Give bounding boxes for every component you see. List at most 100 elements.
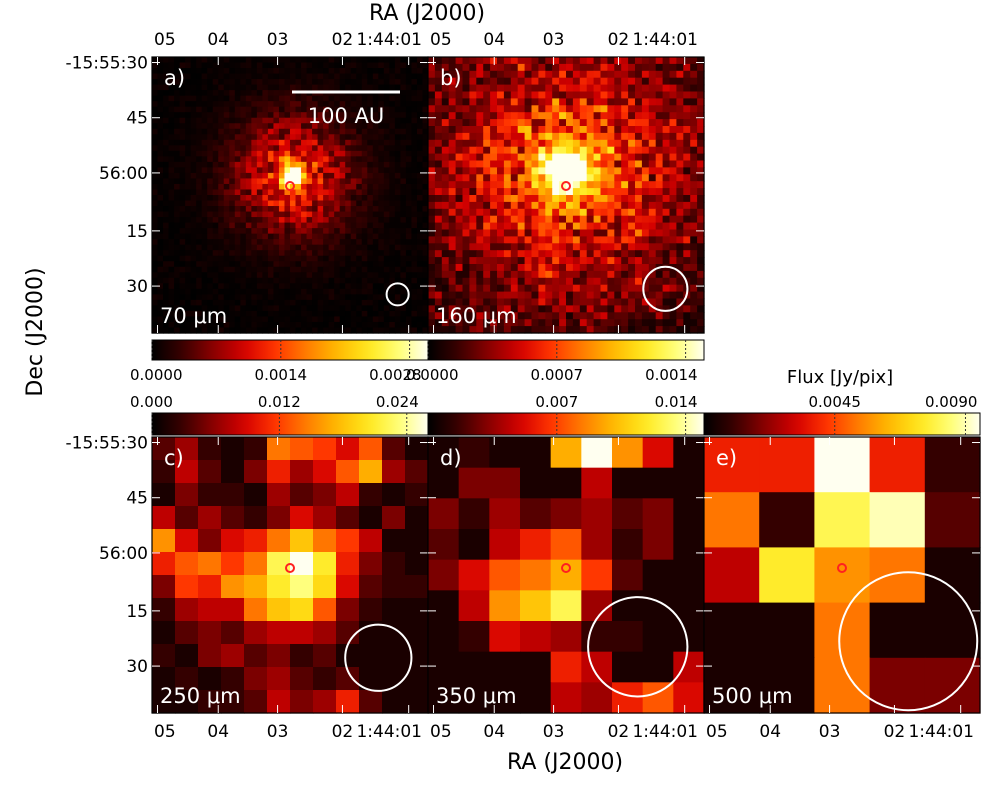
heatmap-cell	[394, 123, 401, 130]
heatmap-cell	[389, 123, 396, 130]
heatmap-cell	[416, 266, 424, 273]
heatmap-cell	[614, 319, 622, 327]
heatmap-cell	[284, 294, 291, 301]
heatmap-cell	[655, 160, 664, 168]
heatmap-cell	[416, 277, 424, 284]
heatmap-cell	[448, 284, 457, 293]
heatmap-cell	[662, 112, 671, 120]
heatmap-cell	[389, 310, 396, 318]
heatmap-cell	[531, 91, 539, 99]
heatmap-cell	[628, 250, 636, 258]
heatmap-cell	[662, 284, 671, 293]
heatmap-cell	[378, 211, 385, 218]
heatmap-cell	[422, 294, 429, 301]
heatmap-cell	[690, 139, 698, 148]
heatmap-cell	[635, 84, 643, 93]
heatmap-cell	[389, 277, 396, 284]
heatmap-cell	[313, 506, 337, 530]
heatmap-cell	[428, 174, 436, 182]
heatmap-cell	[405, 667, 429, 691]
heatmap-cell	[218, 161, 225, 168]
heatmap-cell	[400, 112, 407, 119]
heatmap-cell	[367, 123, 374, 130]
heatmap-cell	[290, 529, 314, 553]
heatmap-cell	[284, 73, 291, 80]
heatmap-cell	[323, 266, 330, 273]
heatmap-cell	[312, 178, 319, 185]
heatmap-cell	[221, 483, 245, 507]
heatmap-cell	[350, 62, 357, 69]
heatmap-cell	[245, 206, 252, 213]
heatmap-cell	[441, 277, 450, 286]
heatmap-cell	[422, 189, 429, 196]
heatmap-cell	[572, 112, 581, 120]
heatmap-cell	[662, 70, 671, 79]
heatmap-cell	[295, 272, 302, 279]
heatmap-cell	[416, 73, 424, 80]
heatmap-cell	[593, 195, 602, 203]
heatmap-cell	[400, 167, 407, 174]
heatmap-cell	[628, 57, 636, 65]
heatmap-cell	[690, 284, 698, 293]
heatmap-cell	[245, 266, 252, 273]
heatmap-cell	[179, 255, 186, 262]
heatmap-cell	[207, 117, 214, 124]
heatmap-cell	[593, 153, 602, 162]
heatmap-cell	[284, 145, 291, 152]
heatmap-cell	[350, 266, 357, 273]
heatmap-cell	[262, 156, 269, 163]
heatmap-cell	[648, 298, 657, 306]
heatmap-cell	[503, 201, 512, 210]
heatmap-cell	[566, 112, 574, 120]
colorbar-250: 0.000 0.012 0.024	[130, 393, 429, 436]
heatmap-cell	[510, 284, 519, 293]
heatmap-cell	[690, 77, 698, 86]
heatmap-cell	[223, 294, 230, 301]
heatmap-cell	[683, 264, 691, 272]
heatmap-cell	[428, 188, 436, 196]
heatmap-cell	[378, 79, 385, 86]
heatmap-cell	[378, 68, 385, 75]
heatmap-cell	[157, 288, 164, 295]
heatmap-cell	[572, 139, 581, 148]
heatmap-cell	[476, 284, 484, 293]
heatmap-cell	[503, 153, 512, 162]
heatmap-cell	[339, 128, 346, 135]
heatmap-cell	[301, 117, 308, 124]
heatmap-cell	[524, 167, 533, 175]
heatmap-cell	[157, 150, 164, 157]
heatmap-cell	[356, 57, 363, 64]
heatmap-cell	[434, 236, 443, 244]
heatmap-cell	[600, 250, 608, 258]
source-position-marker	[561, 181, 571, 191]
heatmap-cell	[323, 321, 330, 329]
heatmap-cell	[284, 217, 291, 224]
heatmap-cell	[559, 229, 567, 237]
heatmap-cell	[190, 73, 197, 80]
heatmap-cell	[411, 288, 418, 295]
heatmap-cell	[621, 264, 629, 272]
heatmap-cell	[483, 139, 491, 148]
heatmap-cell	[552, 112, 560, 120]
heatmap-cell	[262, 195, 269, 202]
heatmap-cell	[245, 250, 252, 257]
heatmap-cell	[359, 690, 383, 714]
heatmap-cell	[383, 112, 390, 119]
heatmap-cell	[490, 132, 498, 141]
heatmap-cell	[223, 167, 230, 174]
heatmap-cell	[323, 250, 330, 257]
heatmap-cell	[648, 146, 657, 155]
heatmap-cell	[572, 319, 581, 327]
heatmap-cell	[317, 145, 324, 152]
heatmap-cell	[245, 222, 252, 229]
heatmap-cell	[545, 236, 553, 244]
heatmap-cell	[428, 651, 460, 683]
heatmap-cell	[218, 305, 225, 312]
heatmap-cell	[328, 305, 335, 312]
heatmap-cell	[273, 172, 280, 180]
heatmap-cell	[185, 145, 192, 152]
heatmap-cell	[497, 305, 505, 313]
heatmap-cell	[621, 167, 629, 175]
heatmap-cell	[607, 195, 615, 203]
heatmap-cell	[174, 123, 181, 130]
